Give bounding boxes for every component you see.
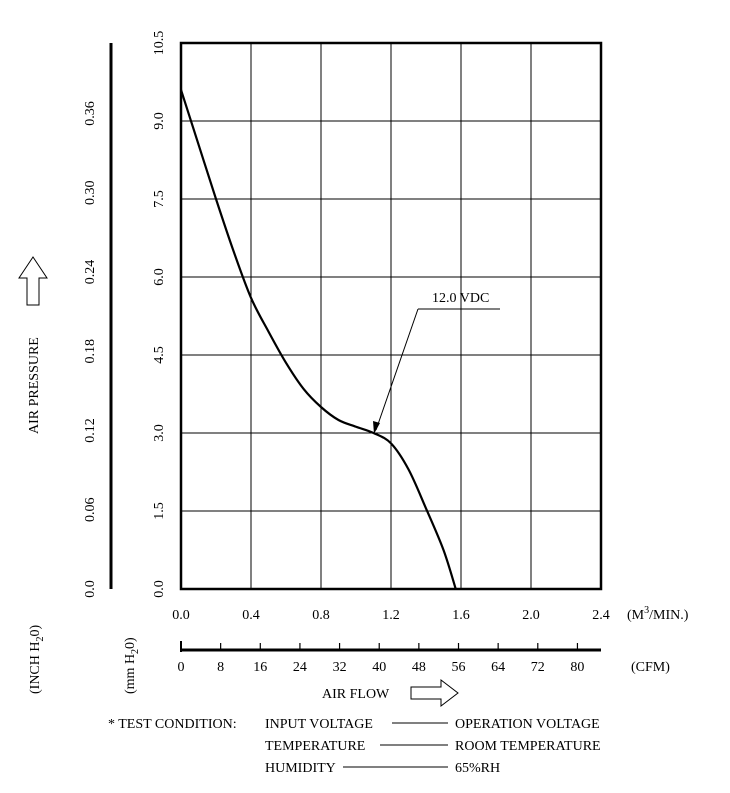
y-unit-inch-label: (INCH H20) [28, 625, 46, 695]
y-tick-label-inch: 0.36 [83, 101, 98, 126]
grid-lines [180, 42, 602, 590]
inch-tick-labels: 0.0 0.06 0.12 0.18 0.24 0.30 0.36 [83, 101, 98, 597]
condition-value-temperature: ROOM TEMPERATURE [455, 739, 601, 754]
x-unit-label: (M3/MIN.) [627, 605, 689, 623]
condition-label-humidity: HUMIDITY [265, 761, 336, 776]
y-tick-label-inch: 0.30 [83, 181, 98, 206]
x-tick-label: 2.4 [592, 608, 610, 623]
y-tick-label-mm: 3.0 [152, 424, 167, 442]
cfm-tick-label: 0 [178, 660, 185, 675]
cfm-tick-label: 72 [531, 660, 545, 675]
cfm-unit-label: (CFM) [631, 660, 670, 675]
condition-label-temperature: TEMPERATURE [265, 739, 365, 754]
air-flow-arrow-icon [410, 678, 459, 708]
cfm-tick-label: 24 [293, 660, 307, 675]
y-tick-label-mm: 7.5 [152, 190, 167, 208]
y-tick-label-mm: 0.0 [152, 580, 167, 598]
condition-value-humidity: 65%RH [455, 761, 500, 776]
x-tick-label: 1.2 [382, 608, 400, 623]
condition-label-voltage: INPUT VOLTAGE [265, 717, 373, 732]
annotation-arrowhead [373, 421, 380, 434]
series-line-12vdc [179, 89, 457, 590]
y-tick-label-mm: 6.0 [152, 268, 167, 286]
y-tick-label-mm: 9.0 [152, 112, 167, 130]
cfm-tick-label: 32 [333, 660, 347, 675]
cfm-tick-label: 40 [372, 660, 386, 675]
cfm-tick-label: 80 [570, 660, 584, 675]
y-tick-label-inch: 0.06 [83, 498, 98, 523]
y-tick-label-mm: 10.5 [152, 31, 167, 56]
mm-tick-labels: 0.0 1.5 3.0 4.5 6.0 7.5 9.0 10.5 [152, 31, 167, 598]
cfm-tick-label: 48 [412, 660, 426, 675]
y-tick-label-inch: 0.18 [83, 339, 98, 364]
air-pressure-arrow-icon [18, 256, 48, 306]
y-tick-label-mm: 4.5 [152, 346, 167, 364]
condition-value-voltage: OPERATION VOLTAGE [455, 717, 600, 732]
cfm-tick-label: 64 [491, 660, 505, 675]
x-tick-label: 1.6 [452, 608, 470, 623]
x-axis-title: AIR FLOW [322, 687, 390, 702]
x-tick-label: 0.8 [312, 608, 330, 623]
y-tick-label-mm: 1.5 [152, 502, 167, 520]
y-tick-label-inch: 0.0 [83, 580, 98, 598]
cfm-tick-label: 56 [452, 660, 466, 675]
x-tick-label: 2.0 [522, 608, 540, 623]
y-unit-mm-label: (mm H20) [123, 637, 141, 694]
cfm-tick-label: 8 [217, 660, 224, 675]
x-tick-label: 0.4 [242, 608, 260, 623]
y-tick-label-inch: 0.12 [83, 418, 98, 443]
x-tick-label: 0.0 [172, 608, 190, 623]
annotation-label: 12.0 VDC [432, 291, 489, 306]
test-condition-prefix: * TEST CONDITION: [108, 717, 237, 732]
cfm-tick-label: 16 [253, 660, 267, 675]
x-tick-labels: 0.0 0.4 0.8 1.2 1.6 2.0 2.4 [172, 608, 610, 623]
y-tick-label-inch: 0.24 [83, 260, 98, 285]
annotation-leader [375, 308, 419, 431]
plot-frame [179, 41, 603, 591]
y-axis-title: AIR PRESSURE [27, 337, 42, 434]
cfm-tick-labels: 0 8 16 24 32 40 48 56 64 72 80 [178, 643, 584, 675]
